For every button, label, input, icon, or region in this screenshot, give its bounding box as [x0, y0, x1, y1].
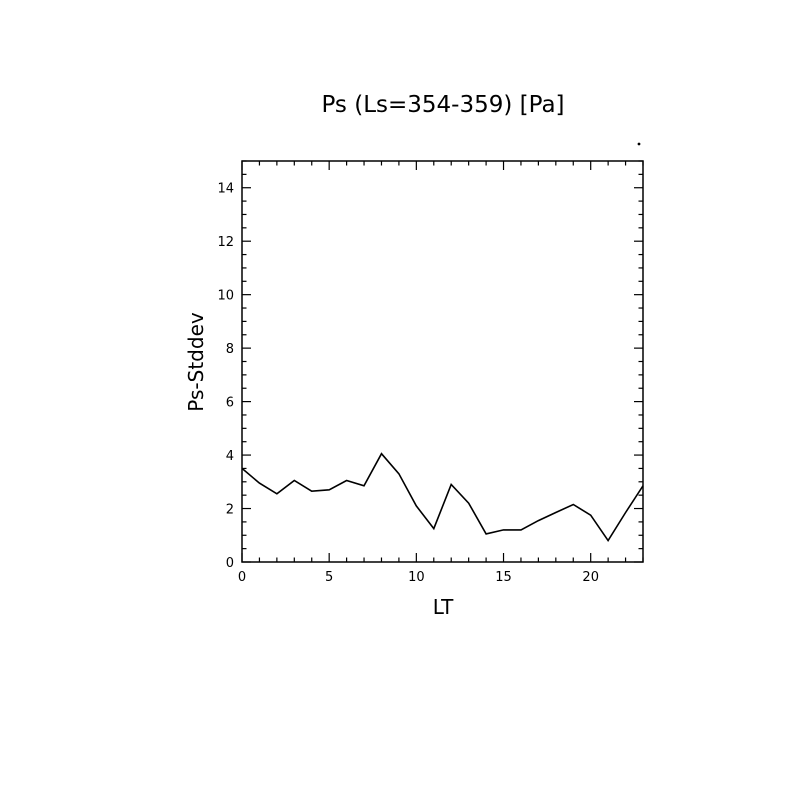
tick-labels: 0 5 10 15 20 0 2 4 6 8 10 12 14: [217, 182, 599, 585]
chart-title: Ps (Ls=354-359) [Pa]: [321, 92, 564, 118]
x-tick-label: 15: [495, 570, 512, 585]
x-tick-label: 5: [325, 570, 333, 585]
x-tick-label: 20: [582, 570, 599, 585]
y-tick-label: 8: [226, 342, 234, 357]
y-axis-label: Ps-Stddev: [184, 312, 208, 412]
y-tick-label: 12: [217, 235, 234, 250]
y-tick-label: 2: [226, 503, 234, 518]
x-tick-label: 10: [408, 570, 425, 585]
y-tick-label: 10: [217, 289, 234, 304]
series-line: [241, 452, 644, 543]
corner-dot: [637, 142, 641, 146]
axis-ticks: [241, 160, 644, 563]
plot-frame: [241, 160, 644, 563]
y-tick-label: 0: [226, 556, 234, 571]
y-tick-label: 4: [226, 449, 234, 464]
x-tick-label: 0: [238, 570, 246, 585]
x-axis-label: LT: [433, 595, 454, 619]
y-tick-label: 14: [217, 182, 234, 197]
y-tick-label: 6: [226, 396, 234, 411]
